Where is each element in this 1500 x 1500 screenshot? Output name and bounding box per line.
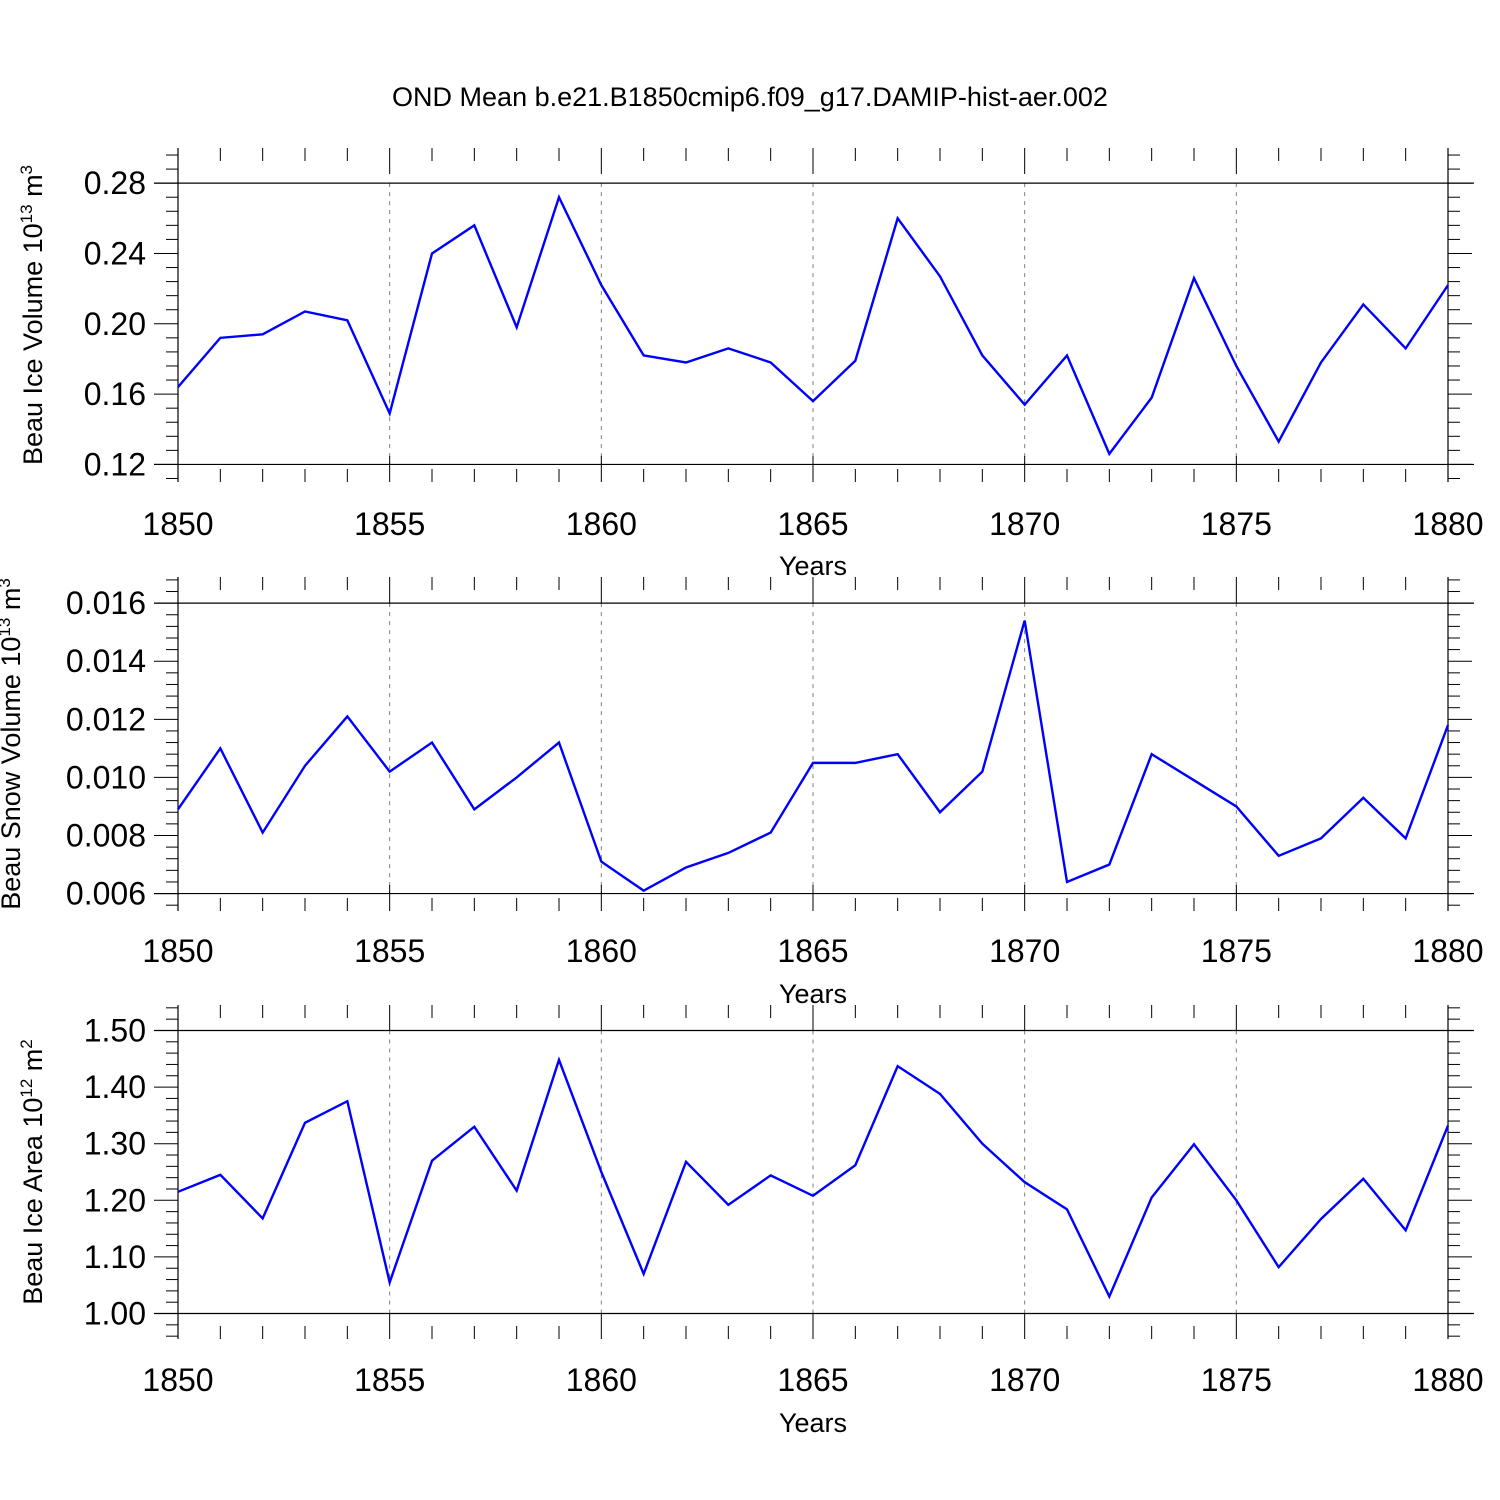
y-tick-label: 0.012 bbox=[66, 701, 146, 737]
panel-snow-volume: 0.006 0.008 0.010 0.012 0.014 0.016 1850 1855 18… bbox=[0, 577, 1484, 1009]
panel-ice-area: 1.00 1.10 1.20 1.30 1.40 1.50 1850 1855 1860 1865… bbox=[17, 1005, 1484, 1438]
y-axis-title-part: m bbox=[18, 1049, 48, 1079]
x-tick-label: 1850 bbox=[142, 506, 213, 542]
figure-title: OND Mean b.e21.B1850cmip6.f09_g17.DAMIP-… bbox=[392, 82, 1108, 112]
x-tick-label: 1865 bbox=[777, 933, 848, 969]
x-tick-label: 1855 bbox=[354, 1362, 425, 1398]
panel-ice-volume: 0.12 0.16 0.20 0.24 0.28 1850 1855 1860 1865 1870… bbox=[17, 148, 1484, 581]
x-axis-title: Years bbox=[779, 1408, 847, 1438]
y-axis-title: Beau Snow Volume 1013 m3 bbox=[0, 578, 26, 910]
x-tick-label: 1880 bbox=[1412, 933, 1483, 969]
x-tick-label: 1870 bbox=[989, 506, 1060, 542]
x-tick-label: 1850 bbox=[142, 1362, 213, 1398]
y-axis-title-part: m bbox=[0, 588, 26, 618]
x-tick-label: 1865 bbox=[777, 1362, 848, 1398]
y-tick-label: 0.006 bbox=[66, 876, 146, 912]
y-axis-title-part: 12 bbox=[17, 1079, 36, 1098]
y-axis-title-part: 2 bbox=[17, 1039, 36, 1048]
y-tick-label: 0.014 bbox=[66, 643, 146, 679]
x-tick-label: 1850 bbox=[142, 933, 213, 969]
y-tick-label: 1.50 bbox=[84, 1012, 146, 1048]
x-tick-label: 1855 bbox=[354, 506, 425, 542]
y-tick-label: 0.28 bbox=[84, 165, 146, 201]
y-axis-title-part: 13 bbox=[17, 204, 36, 223]
y-axis-title: Beau Ice Area 1012 m2 bbox=[17, 1039, 48, 1305]
x-tick-label: 1875 bbox=[1201, 1362, 1272, 1398]
y-tick-label: 1.40 bbox=[84, 1069, 146, 1105]
x-tick-label: 1880 bbox=[1412, 1362, 1483, 1398]
y-tick-label: 0.24 bbox=[84, 235, 146, 271]
x-tick-label: 1855 bbox=[354, 933, 425, 969]
y-axis-title: Beau Ice Volume 1013 m3 bbox=[17, 165, 48, 465]
y-tick-label: 1.20 bbox=[84, 1182, 146, 1218]
y-tick-label: 0.008 bbox=[66, 817, 146, 853]
y-tick-label: 0.016 bbox=[66, 585, 146, 621]
y-tick-label: 1.00 bbox=[84, 1296, 146, 1332]
y-axis-title-part: 3 bbox=[0, 578, 14, 587]
x-tick-label: 1870 bbox=[989, 1362, 1060, 1398]
x-tick-label: 1870 bbox=[989, 933, 1060, 969]
y-tick-label: 0.16 bbox=[84, 376, 146, 412]
x-axis-title: Years bbox=[779, 979, 847, 1009]
x-tick-label: 1880 bbox=[1412, 506, 1483, 542]
y-tick-label: 1.30 bbox=[84, 1126, 146, 1162]
y-tick-label: 0.20 bbox=[84, 306, 146, 342]
series-line bbox=[177, 620, 1450, 893]
y-axis-title-part: Beau Ice Area 10 bbox=[18, 1098, 48, 1305]
y-tick-label: 0.010 bbox=[66, 759, 146, 795]
y-axis-title-part: 13 bbox=[0, 618, 14, 637]
x-axis-title: Years bbox=[779, 551, 847, 581]
x-tick-label: 1860 bbox=[566, 933, 637, 969]
y-axis-title-part: Beau Ice Volume 10 bbox=[18, 223, 48, 465]
x-tick-label: 1865 bbox=[777, 506, 848, 542]
y-tick-label: 0.12 bbox=[84, 446, 146, 482]
x-tick-label: 1875 bbox=[1201, 506, 1272, 542]
x-tick-label: 1860 bbox=[566, 506, 637, 542]
x-tick-label: 1875 bbox=[1201, 933, 1272, 969]
y-tick-label: 1.10 bbox=[84, 1239, 146, 1275]
y-axis-title-part: 3 bbox=[17, 165, 36, 174]
series-line bbox=[177, 194, 1449, 457]
y-axis-title-part: m bbox=[18, 174, 48, 204]
y-axis-title-part: Beau Snow Volume 10 bbox=[0, 637, 26, 910]
x-tick-label: 1860 bbox=[566, 1362, 637, 1398]
series-line bbox=[177, 1056, 1450, 1300]
